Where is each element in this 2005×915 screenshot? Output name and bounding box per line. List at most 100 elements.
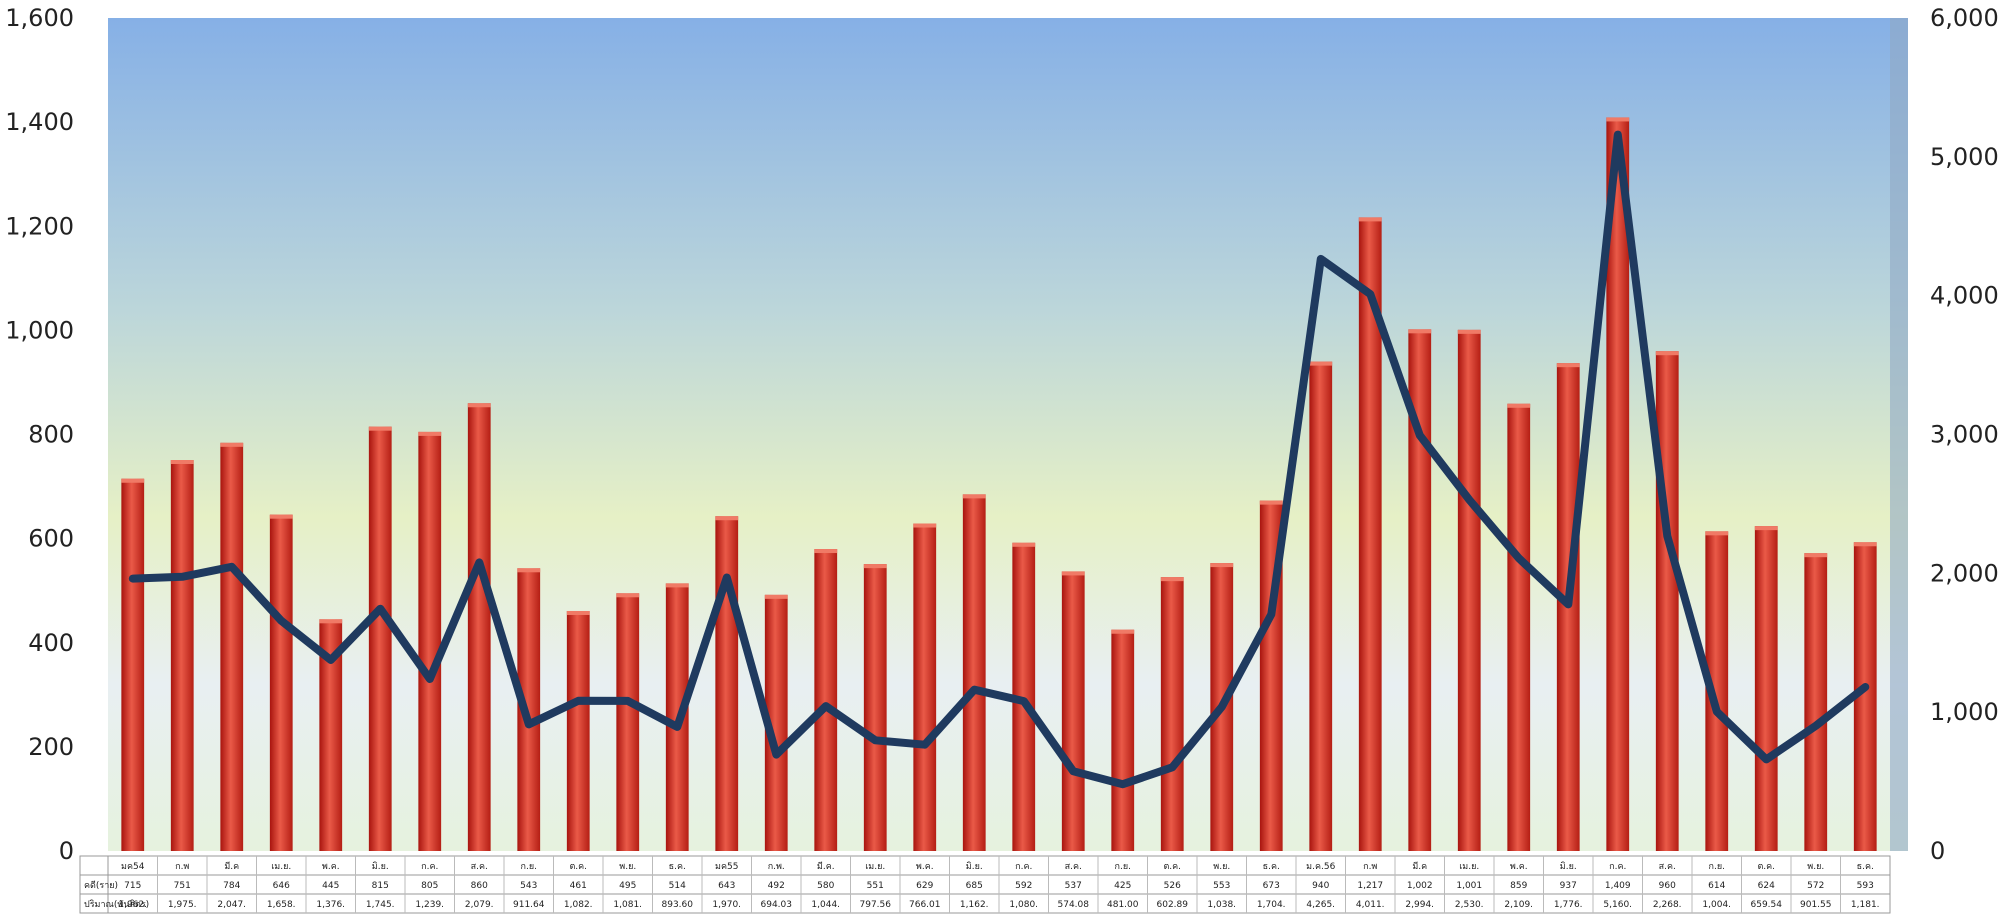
bar-data-label: 629 (916, 881, 933, 891)
bar-cap (368, 426, 392, 431)
category-label: มี.ค. (817, 861, 835, 872)
bar (467, 403, 491, 851)
bar-cap (616, 593, 640, 598)
category-label: ก.ค. (1609, 862, 1626, 872)
bar (1507, 403, 1531, 851)
bar-cap (566, 610, 590, 615)
bar-cap (220, 442, 244, 447)
bar-data-label: 784 (223, 881, 240, 891)
right-axis-tick-label: 3,000 (1930, 421, 1999, 449)
bar-cap (1061, 571, 1085, 576)
bar-cap (1556, 363, 1580, 368)
category-label: มิ.ย. (372, 861, 389, 872)
bar-data-label: 1,002 (1407, 881, 1433, 891)
category-label: มิ.ย. (1560, 861, 1577, 872)
right-axis-tick-label: 1,000 (1930, 698, 1999, 726)
bar (566, 610, 590, 851)
bar-cap (1012, 542, 1036, 547)
table-row-header: คดี(ราย) (84, 880, 118, 891)
bar (220, 442, 244, 851)
bar-data-label: 860 (471, 881, 488, 891)
category-label: มี.ค (1412, 861, 1427, 872)
bar (863, 564, 887, 851)
line-data-label: 911.64 (513, 900, 545, 910)
bar-data-label: 537 (1065, 881, 1082, 891)
table-frame (79, 855, 1891, 914)
line-data-label: 1,376. (316, 900, 345, 910)
line-data-label: 1,962. (118, 900, 147, 910)
line-data-label: 659.54 (1751, 900, 1783, 910)
bar-cap (1705, 531, 1729, 536)
right-axis: 0 1,000 2,000 3,000 4,000 5,000 6,000 (1930, 4, 1999, 865)
bar-cap (517, 568, 541, 573)
line-data-label: 5,160. (1603, 900, 1632, 910)
line-data-label: 2,079. (465, 900, 494, 910)
bar-cap (1457, 329, 1481, 334)
bar (1061, 571, 1085, 851)
line-data-label: 1,044. (811, 900, 840, 910)
bar (269, 514, 293, 851)
data-table: คดี(ราย) ปริมาณ(พันลิตร) มค54 715 1,962. ก.พ 7… (79, 855, 1891, 914)
category-label: เม.ย. (1459, 862, 1479, 872)
line-data-label: 2,109. (1504, 900, 1533, 910)
right-axis-tick-label: 2,000 (1930, 559, 1999, 587)
left-axis-tick-label: 400 (28, 629, 74, 657)
line-series (128, 130, 1870, 789)
left-axis-tick-label: 1,200 (5, 212, 74, 240)
bar-data-label: 1,409 (1605, 881, 1631, 891)
category-label: ส.ค. (1659, 862, 1676, 872)
left-axis-tick-label: 1,600 (5, 4, 74, 32)
bar-cap (1754, 526, 1778, 531)
bar-data-label: 593 (1857, 881, 1874, 891)
left-axis-tick-label: 1,000 (5, 316, 74, 344)
bar (1012, 542, 1036, 851)
category-label: ก.พ (175, 862, 189, 872)
bar-data-label: 580 (817, 881, 834, 891)
line-data-label: 1,975. (168, 900, 197, 910)
bar (1408, 329, 1432, 851)
bar-cap (1606, 117, 1630, 122)
left-axis: 0 200 400 600 800 1,000 1,200 1,400 1,600 (5, 4, 74, 865)
line-data-label: 4,011. (1356, 900, 1385, 910)
bar-cap (1655, 351, 1679, 356)
line-data-label: 1,081. (613, 900, 642, 910)
bar-cap (1309, 361, 1333, 366)
bar-cap (319, 619, 343, 624)
right-axis-tick-label: 6,000 (1930, 4, 1999, 32)
bar-data-label: 425 (1114, 881, 1131, 891)
category-label: ธ.ค. (1857, 862, 1874, 872)
line-data-label: 1,181. (1851, 900, 1880, 910)
line-data-label: 1,970. (712, 900, 741, 910)
bar (1358, 217, 1382, 852)
line-data-label: 2,994. (1405, 900, 1434, 910)
bar-data-label: 572 (1807, 881, 1824, 891)
bar-data-label: 551 (867, 881, 884, 891)
line-data-label: 1,004. (1702, 900, 1731, 910)
bar-cap (1111, 629, 1135, 634)
left-axis-tick-label: 0 (59, 837, 74, 865)
bar-cap (1210, 563, 1234, 568)
bar-data-label: 940 (1312, 881, 1329, 891)
bar-cap (1804, 553, 1828, 558)
line-data-label: 574.08 (1058, 900, 1090, 910)
bar (517, 568, 541, 851)
bar (1160, 577, 1184, 851)
bar (1111, 629, 1135, 851)
line-data-label: 766.01 (909, 900, 941, 910)
bar-data-label: 751 (174, 881, 191, 891)
category-label: มี.ค (224, 861, 239, 872)
line-data-label: 481.00 (1107, 900, 1139, 910)
bar-cap (1358, 217, 1382, 222)
left-axis-tick-label: 600 (28, 525, 74, 553)
bar (616, 593, 640, 851)
bar-cap (1507, 403, 1531, 408)
category-label: ต.ค. (1757, 862, 1775, 872)
bar-cap (863, 564, 887, 569)
bar (1655, 351, 1679, 851)
category-label: ส.ค. (471, 862, 488, 872)
line-data-label: 797.56 (860, 900, 892, 910)
category-label: เม.ย. (271, 862, 291, 872)
category-label: พ.ค. (916, 862, 934, 872)
line-data-label: 2,268. (1653, 900, 1682, 910)
category-label: ก.ย. (1115, 862, 1131, 872)
